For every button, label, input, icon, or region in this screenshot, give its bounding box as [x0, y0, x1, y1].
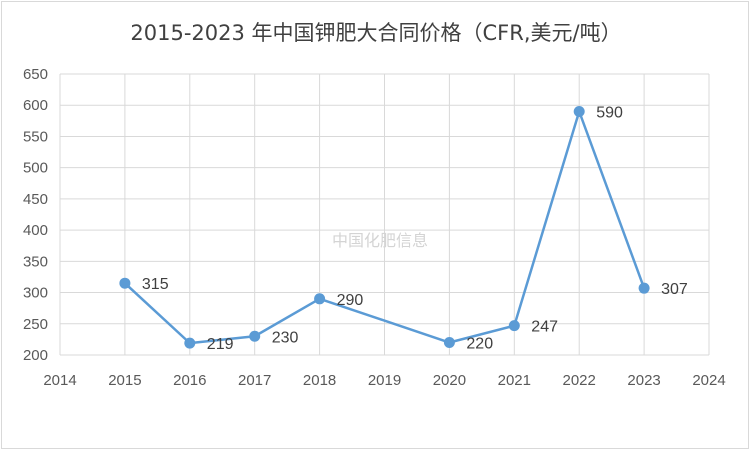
chart-title: 2015-2023 年中国钾肥大合同价格（CFR,美元/吨）: [130, 21, 621, 45]
x-tick-label: 2024: [692, 372, 725, 389]
data-label: 290: [337, 292, 364, 309]
y-tick-label: 600: [23, 97, 48, 114]
watermark: 中国化肥信息: [332, 231, 428, 250]
x-tick-label: 2015: [108, 372, 141, 389]
data-labels: 315 219 230 290 220 247 590 307: [142, 104, 688, 353]
data-label: 230: [272, 329, 299, 346]
y-tick-label: 450: [23, 191, 48, 208]
data-label: 219: [207, 336, 234, 353]
data-point: [119, 277, 131, 289]
x-tick-label: 2017: [238, 372, 271, 389]
data-point: [184, 337, 196, 349]
x-tick-label: 2016: [173, 372, 206, 389]
data-label: 590: [596, 104, 623, 121]
data-label: 247: [531, 319, 558, 336]
y-tick-label: 650: [23, 66, 48, 83]
x-axis: 2014 2015 2016 2017 2018 2019 2020 2021 2022 2023…: [43, 372, 725, 389]
data-point: [573, 105, 585, 117]
y-tick-label: 300: [23, 285, 48, 302]
data-label: 220: [466, 336, 493, 353]
x-tick-label: 2018: [303, 372, 336, 389]
x-tick-label: 2023: [627, 372, 660, 389]
data-point: [638, 282, 650, 294]
x-tick-label: 2019: [368, 372, 401, 389]
series-polyline: [124, 110, 646, 345]
y-tick-label: 250: [23, 316, 48, 333]
x-tick-label: 2020: [433, 372, 466, 389]
x-tick-label: 2022: [563, 372, 596, 389]
data-label: 307: [661, 281, 688, 298]
x-tick-label: 2021: [498, 372, 531, 389]
y-tick-label: 550: [23, 128, 48, 145]
data-point: [249, 330, 261, 342]
data-point: [443, 337, 455, 349]
series-line: [124, 110, 646, 345]
y-tick-label: 350: [23, 253, 48, 270]
y-tick-label: 200: [23, 347, 48, 364]
data-point: [314, 293, 326, 305]
data-points: [119, 105, 650, 349]
data-label: 315: [142, 276, 169, 293]
y-axis: 200 250 300 350 400 450 500 550 600 650: [23, 66, 48, 364]
data-point: [508, 320, 520, 332]
y-tick-label: 400: [23, 222, 48, 239]
y-tick-label: 500: [23, 160, 48, 177]
x-tick-label: 2014: [43, 372, 76, 389]
